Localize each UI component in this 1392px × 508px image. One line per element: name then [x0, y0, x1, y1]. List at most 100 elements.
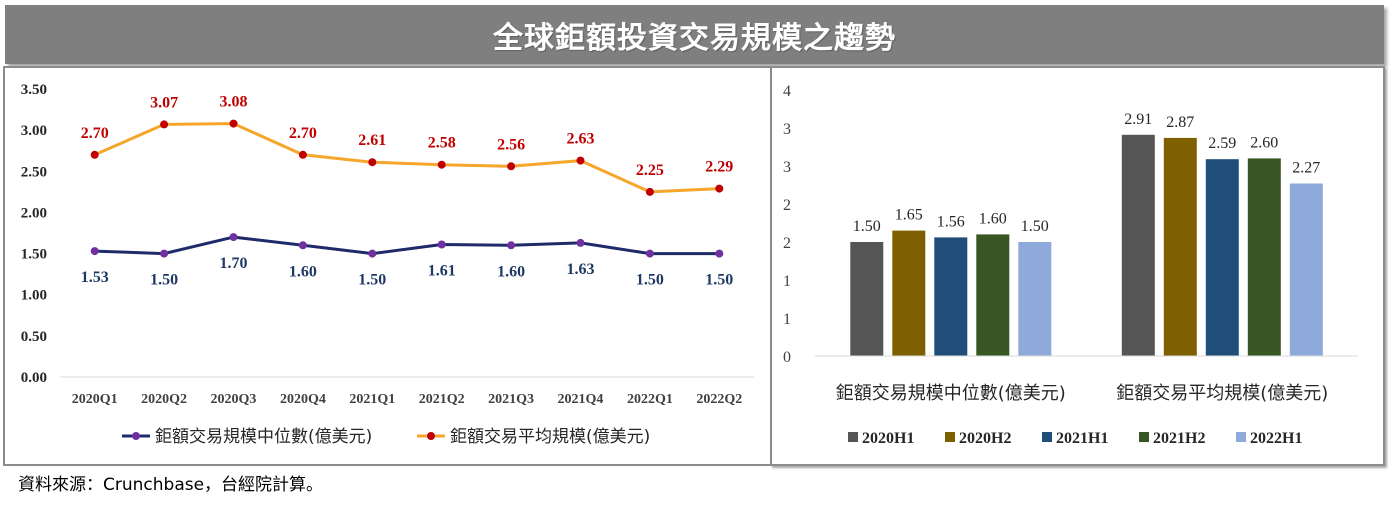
x-tick-label: 2021Q1 — [349, 392, 395, 407]
data-label: 1.61 — [428, 263, 456, 280]
data-point — [90, 247, 99, 256]
data-point — [368, 249, 377, 258]
bar-data-label: 2.60 — [1250, 134, 1278, 151]
data-point — [298, 241, 307, 250]
data-point — [715, 184, 724, 193]
bar-data-label: 2.27 — [1292, 160, 1320, 177]
y-tick-label: 3 — [783, 121, 791, 138]
bar-data-label: 1.65 — [895, 207, 923, 224]
data-label: 1.60 — [289, 263, 317, 280]
series-1: 1.53 1.50 1.70 1.60 1.50 1.61 1.60 1.63 1.50 1.50 — [81, 233, 733, 289]
series-2: 2.70 3.07 3.08 2.70 2.61 2.58 2.56 2.63 2.25 2.29 — [81, 94, 733, 196]
bar-data-label: 1.60 — [979, 210, 1007, 227]
legend-item: 2021H2 — [1139, 430, 1205, 447]
y-tick-label: 1.50 — [21, 247, 47, 263]
y-tick-label: 2.50 — [21, 164, 47, 180]
bar — [1163, 137, 1197, 356]
bar — [1289, 183, 1323, 356]
x-tick-label: 2022Q2 — [696, 392, 742, 407]
data-label: 2.25 — [636, 162, 664, 179]
legend-item: 鉅額交易平均規模(億美元) — [417, 427, 650, 447]
data-label: 2.29 — [705, 159, 733, 176]
y-tick-label: 1.00 — [21, 288, 47, 304]
x-tick-label: 2020Q2 — [141, 392, 187, 407]
bar — [892, 230, 926, 356]
data-point — [507, 241, 516, 250]
bar-chart-panel: 0 1 1 2 2 3 3 4 1.50 1.65 1.56 1.60 1.50 鉅額交易規模中位數(億美… — [770, 66, 1385, 466]
data-label: 1.53 — [81, 269, 109, 286]
x-tick-label: 2020Q3 — [211, 392, 257, 407]
bar-data-label: 1.50 — [1021, 218, 1049, 235]
data-label: 2.70 — [289, 125, 317, 142]
bar-data-label: 2.91 — [1124, 111, 1152, 128]
x-tick-label: 2022Q1 — [627, 392, 673, 407]
data-label: 2.56 — [497, 136, 525, 153]
legend-label: 2021H1 — [1056, 430, 1108, 447]
source-note: 資料來源：Crunchbase，台經院計算。 — [18, 475, 324, 495]
legend-swatch — [1042, 432, 1052, 442]
bar — [1247, 158, 1281, 356]
data-label: 1.70 — [220, 255, 248, 272]
data-label: 2.63 — [567, 131, 595, 148]
legend-swatch — [945, 432, 955, 442]
data-point — [368, 158, 377, 167]
data-point — [645, 249, 654, 258]
legend-label: 鉅額交易規模中位數(億美元) — [155, 427, 372, 447]
legend-swatch — [1236, 432, 1246, 442]
legend: 2020H1 2020H2 2021H1 2021H2 2022H1 — [848, 430, 1302, 447]
y-tick-label: 4 — [783, 83, 791, 100]
data-label: 1.50 — [705, 272, 733, 289]
y-tick-label: 3 — [783, 159, 791, 176]
data-point — [645, 187, 654, 196]
x-category-label: 鉅額交易平均規模(億美元) — [1116, 383, 1328, 404]
data-label: 1.60 — [497, 263, 525, 280]
x-tick-label: 2021Q4 — [558, 392, 604, 407]
data-point — [160, 120, 169, 129]
bar — [1205, 159, 1239, 356]
data-label: 2.61 — [358, 132, 386, 149]
legend-item: 2021H1 — [1042, 430, 1108, 447]
data-label: 1.50 — [358, 272, 386, 289]
legend-label: 鉅額交易平均規模(億美元) — [450, 427, 650, 447]
y-tick-label: 1 — [783, 273, 791, 290]
data-label: 3.08 — [220, 94, 248, 111]
data-label: 1.63 — [567, 261, 595, 278]
legend-item: 鉅額交易規模中位數(億美元) — [122, 427, 372, 447]
data-point — [576, 156, 585, 165]
x-tick-label: 2021Q3 — [488, 392, 534, 407]
data-point — [715, 249, 724, 258]
legend-label: 2020H2 — [959, 430, 1011, 447]
data-label: 3.07 — [150, 94, 178, 111]
x-tick-label: 2020Q1 — [72, 392, 118, 407]
title-banner: 全球鉅額投資交易規模之趨勢 — [5, 5, 1384, 64]
data-label: 2.70 — [81, 125, 109, 142]
legend-item: 2020H2 — [945, 430, 1011, 447]
y-axis: 0.00 0.50 1.00 1.50 2.00 2.50 3.00 3.50 — [21, 82, 47, 386]
legend-item: 2022H1 — [1236, 430, 1302, 447]
bar-data-label: 1.50 — [853, 218, 881, 235]
data-point — [437, 160, 446, 169]
legend-item: 2020H1 — [848, 430, 914, 447]
bar — [976, 234, 1010, 356]
bar-chart: 0 1 1 2 2 3 3 4 1.50 1.65 1.56 1.60 1.50 鉅額交易規模中位數(億美… — [783, 83, 1358, 447]
y-tick-label: 2.00 — [21, 205, 47, 221]
y-tick-label: 2 — [783, 197, 791, 214]
bar-data-label: 1.56 — [937, 213, 965, 230]
legend-label: 2020H1 — [862, 430, 914, 447]
legend-label: 2021H2 — [1153, 430, 1205, 447]
legend: 鉅額交易規模中位數(億美元) 鉅額交易平均規模(億美元) — [122, 427, 650, 447]
page-title: 全球鉅額投資交易規模之趨勢 — [493, 20, 896, 56]
y-tick-label: 0.50 — [21, 329, 47, 345]
data-point — [90, 150, 99, 159]
data-label: 2.58 — [428, 135, 456, 152]
bar-group: 2.91 2.87 2.59 2.60 2.27 — [1121, 111, 1323, 356]
data-point — [507, 162, 516, 171]
x-tick-label: 2020Q4 — [280, 392, 326, 407]
series-line — [93, 122, 721, 194]
bar — [1018, 242, 1052, 356]
x-category-label: 鉅額交易規模中位數(億美元) — [836, 383, 1066, 404]
legend-swatch — [848, 432, 858, 442]
data-point — [437, 240, 446, 249]
data-point — [298, 150, 307, 159]
